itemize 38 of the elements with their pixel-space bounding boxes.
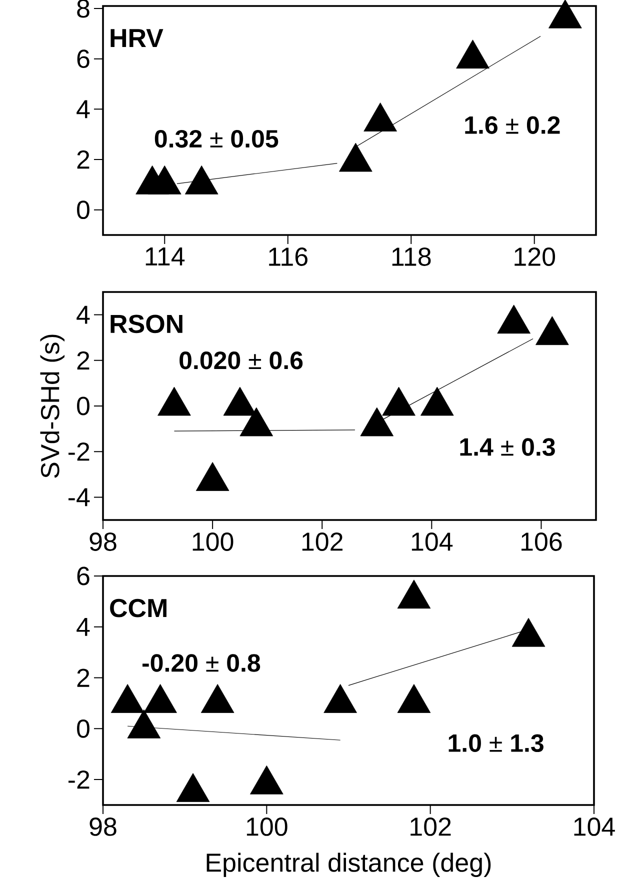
x-tick-label: 100 xyxy=(192,532,234,551)
x-tick-label: 120 xyxy=(514,248,556,266)
y-tick-label: -2 xyxy=(68,442,90,461)
y-tick-label: 2 xyxy=(77,668,90,687)
y-tick-label: -4 xyxy=(68,488,90,506)
annotation: 1.6 ± 0.2 xyxy=(465,116,560,134)
text: RSON xyxy=(110,314,182,334)
x-tick-label: 104 xyxy=(574,818,615,836)
y-tick-label: -2 xyxy=(68,770,90,789)
text: HRV xyxy=(110,29,164,48)
y-tick-label: 4 xyxy=(76,306,90,324)
x-axis-title: Epicentral distance (deg) xyxy=(206,852,491,878)
x-tick-label: 116 xyxy=(269,248,308,266)
x-tick-label: 106 xyxy=(522,532,562,551)
y-tick-label: 6 xyxy=(77,566,90,586)
y-tick-label: 4 xyxy=(76,618,90,636)
y-tick-label: 0 xyxy=(77,200,90,220)
annotation: -0.20 ± 0.8 xyxy=(142,654,260,672)
x-tick-label: 102 xyxy=(410,818,451,836)
x-tick-label: 114 xyxy=(146,248,185,266)
x-tick-label: 104 xyxy=(412,532,453,551)
x-tick-label: 98 xyxy=(90,818,116,836)
annotation: 0.32 ± 0.05 xyxy=(154,130,278,148)
text: CCM xyxy=(110,598,166,618)
annotation: 0.020 ± 0.6 xyxy=(180,352,303,370)
annotation: 1.0 ± 1.3 xyxy=(448,734,544,752)
annotation: 1.4 ± 0.3 xyxy=(460,438,555,456)
x-tick-label: 118 xyxy=(392,248,431,266)
y-tick-label: 0 xyxy=(77,719,90,738)
y-tick-label: 2 xyxy=(77,351,90,370)
x-tick-label: 102 xyxy=(302,532,342,551)
y-tick-label: 0 xyxy=(77,396,90,416)
y-tick-label: 2 xyxy=(77,150,90,169)
y-axis-title: SVd-SHd (s) xyxy=(40,334,64,478)
x-tick-label: 100 xyxy=(246,818,288,836)
y-tick-label: 6 xyxy=(77,50,90,68)
y-tick-label: 4 xyxy=(76,100,90,118)
x-tick-label: 98 xyxy=(90,532,116,551)
